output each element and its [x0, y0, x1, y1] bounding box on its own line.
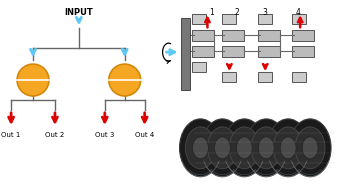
Bar [292, 72, 306, 82]
Bar [258, 30, 280, 41]
Ellipse shape [289, 119, 331, 177]
Bar [222, 72, 236, 82]
Text: 4: 4 [296, 8, 300, 17]
Text: 1: 1 [209, 8, 214, 17]
Bar [258, 46, 280, 57]
Ellipse shape [207, 127, 237, 169]
Bar [222, 46, 244, 57]
Bar [180, 18, 190, 90]
Circle shape [109, 64, 141, 96]
Ellipse shape [202, 119, 243, 177]
Bar [193, 62, 206, 72]
Ellipse shape [267, 119, 309, 177]
Text: Out 1: Out 1 [1, 132, 21, 138]
Ellipse shape [295, 127, 325, 169]
Bar [222, 30, 244, 41]
Ellipse shape [236, 137, 252, 159]
Bar [292, 46, 314, 57]
Bar [258, 14, 272, 24]
Ellipse shape [251, 127, 281, 169]
Ellipse shape [245, 119, 287, 177]
Ellipse shape [214, 137, 231, 159]
Bar [292, 30, 314, 41]
Ellipse shape [223, 119, 265, 177]
Text: 2: 2 [235, 8, 240, 17]
Ellipse shape [229, 127, 259, 169]
Ellipse shape [302, 137, 318, 159]
Bar [222, 14, 236, 24]
Text: Out 3: Out 3 [95, 132, 115, 138]
Ellipse shape [258, 137, 274, 159]
Text: Out 2: Out 2 [45, 132, 64, 138]
Ellipse shape [186, 127, 216, 169]
Ellipse shape [180, 119, 221, 177]
Ellipse shape [193, 137, 208, 159]
Text: 3: 3 [263, 8, 268, 17]
Bar [193, 14, 206, 24]
Bar [258, 72, 272, 82]
Ellipse shape [280, 137, 296, 159]
Text: INPUT: INPUT [64, 8, 93, 17]
Bar [193, 30, 214, 41]
Ellipse shape [273, 127, 303, 169]
Bar [193, 46, 214, 57]
Circle shape [17, 64, 49, 96]
Text: Out 4: Out 4 [135, 132, 154, 138]
Bar [292, 14, 306, 24]
